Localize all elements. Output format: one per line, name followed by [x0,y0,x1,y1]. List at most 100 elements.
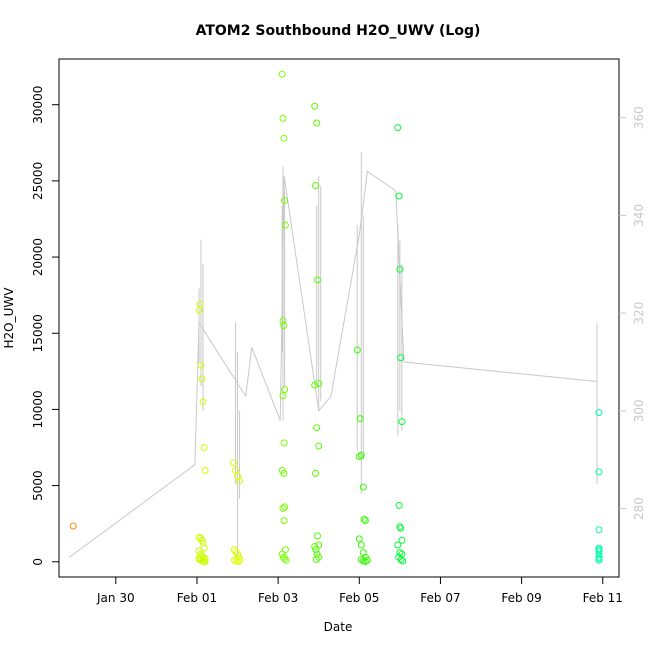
data-point [281,503,289,511]
data-point [280,134,288,142]
data-point [236,477,244,485]
data-point [394,541,402,549]
x-tick-label: Feb 11 [583,591,623,605]
data-point [200,444,208,451]
data-point [397,354,405,362]
data-point [595,409,603,416]
data-point [279,504,287,512]
data-point [201,466,209,474]
data-point [312,546,320,554]
data-point [396,549,404,557]
y-tick-label: 15000 [31,314,45,352]
data-point [197,361,205,369]
y-tick-label: 0 [31,558,45,566]
data-point [282,556,290,564]
data-point [311,102,319,110]
line-layer [68,151,598,558]
data-point [232,548,240,556]
data-point [313,119,321,127]
secondary-y-axis: 280 300 320 340 360 [619,106,646,520]
y-tick-label: 5000 [31,470,45,501]
data-point [355,453,363,461]
data-point [280,439,288,447]
data-point [230,459,237,467]
data-point [398,418,406,426]
data-point [234,558,242,565]
data-point [357,541,365,549]
data-point [315,553,323,561]
data-point [357,451,365,459]
data-point [281,221,289,229]
data-point [395,501,403,509]
y-tick-label: 10000 [31,390,45,428]
data-point [396,265,404,273]
data-point [360,515,368,523]
data-point [279,317,287,325]
data-point [313,424,321,432]
x-axis: Jan 30 Feb 01 Feb 03 Feb 05 Feb 07 Feb 09 Feb … [96,577,623,605]
data-point [312,556,320,563]
data-point [595,468,603,476]
data-point [399,557,407,565]
x-tick-label: Feb 01 [177,591,217,605]
chart-title: ATOM2 Southbound H2O_UWV (Log) [196,23,481,39]
x-tick-label: Feb 07 [420,591,460,605]
data-point [312,469,319,477]
data-point [198,375,206,383]
plot-frame [58,58,620,578]
y2-tick-label: 340 [632,204,646,227]
data-point [280,469,288,477]
data-point [353,346,361,354]
data-point [595,556,603,564]
data-point [280,517,288,525]
data-point [355,535,363,543]
data-point [311,381,319,389]
data-point [234,472,242,480]
data-point [201,558,209,566]
x-axis-label: Date [324,620,353,634]
y-tick-label: 20000 [31,238,45,276]
data-point [232,466,239,474]
data-point [200,544,208,552]
y2-tick-label: 360 [632,106,646,129]
y2-tick-label: 320 [632,302,646,325]
data-point [315,442,323,450]
y-tick-label: 25000 [31,162,45,200]
data-point [311,543,319,550]
data-point [361,517,369,525]
x-tick-label: Feb 05 [339,591,379,605]
data-point [279,392,287,400]
data-point [398,536,406,544]
data-point [199,398,207,406]
points-layer [69,70,603,566]
x-tick-label: Feb 09 [501,591,541,605]
data-point [281,197,289,205]
data-point [356,415,364,423]
data-point [198,552,206,560]
data-point [394,124,402,132]
y-axis-label: H2O_UWV [2,287,16,349]
data-point [281,546,289,554]
data-point [361,558,369,565]
x-tick-label: Jan 30 [96,591,135,605]
data-point [280,322,288,330]
data-point [312,182,319,189]
data-point [69,522,77,530]
data-point [359,483,367,491]
data-point [196,300,204,308]
data-point [315,380,323,387]
y2-tick-label: 300 [632,399,646,422]
data-point [314,532,321,540]
x-tick-label: Feb 03 [258,591,298,605]
data-point [397,556,405,563]
data-point [395,553,403,561]
data-point [278,70,286,78]
data-point [281,555,289,563]
data-point [595,526,603,534]
data-point [397,524,405,532]
y-axis: 0 5000 10000 15000 20000 25000 30000 [31,86,59,566]
data-point [395,192,403,200]
data-point [357,556,365,563]
